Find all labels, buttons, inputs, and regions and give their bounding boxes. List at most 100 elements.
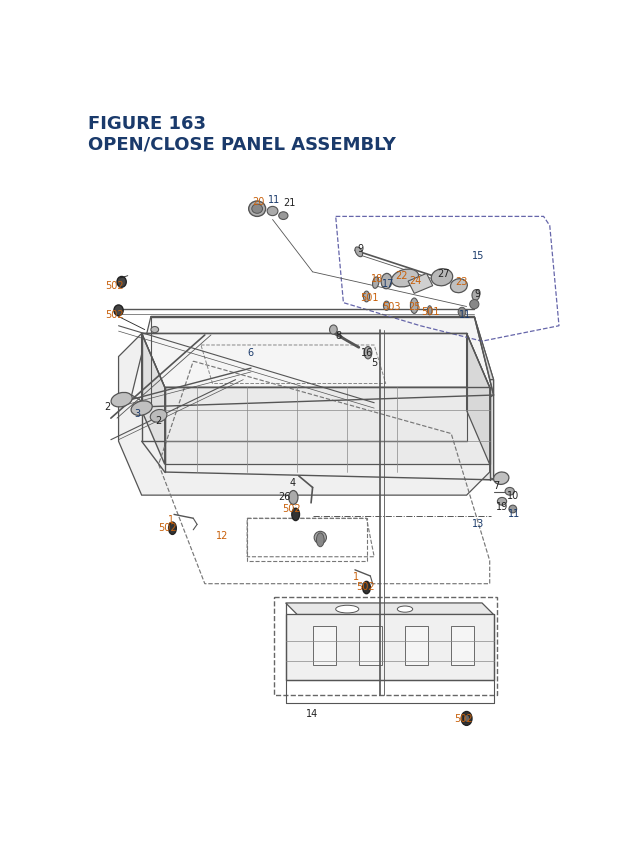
Text: 20: 20	[253, 196, 265, 207]
Ellipse shape	[505, 488, 515, 496]
Text: 502: 502	[282, 504, 300, 513]
Ellipse shape	[279, 213, 288, 220]
Text: 14: 14	[307, 708, 319, 718]
Circle shape	[314, 532, 326, 544]
Ellipse shape	[151, 327, 159, 333]
Polygon shape	[408, 274, 433, 294]
Text: 10: 10	[508, 490, 520, 500]
Ellipse shape	[392, 269, 419, 288]
Ellipse shape	[364, 347, 372, 359]
Polygon shape	[474, 317, 493, 480]
Text: 5: 5	[371, 357, 378, 367]
Text: 2: 2	[155, 416, 161, 425]
Ellipse shape	[336, 605, 359, 613]
Ellipse shape	[493, 473, 509, 485]
Ellipse shape	[372, 277, 379, 289]
Ellipse shape	[458, 308, 466, 317]
Ellipse shape	[111, 393, 132, 407]
Ellipse shape	[363, 582, 371, 594]
Text: 1: 1	[353, 571, 360, 581]
Text: 27: 27	[437, 269, 450, 279]
Ellipse shape	[330, 325, 337, 335]
Ellipse shape	[364, 292, 369, 302]
Text: 7: 7	[493, 480, 500, 490]
Ellipse shape	[451, 279, 467, 294]
Ellipse shape	[355, 248, 363, 257]
Polygon shape	[467, 334, 490, 465]
Ellipse shape	[397, 606, 413, 612]
Text: 1: 1	[168, 514, 174, 524]
Text: 502: 502	[105, 309, 124, 319]
Polygon shape	[151, 317, 493, 381]
Ellipse shape	[292, 509, 300, 521]
Text: 11: 11	[268, 195, 280, 205]
Text: 9: 9	[474, 288, 481, 299]
Text: 2: 2	[105, 402, 111, 412]
Ellipse shape	[497, 498, 507, 505]
Text: 4: 4	[289, 478, 296, 488]
Ellipse shape	[428, 307, 432, 316]
Polygon shape	[141, 334, 490, 388]
Text: FIGURE 163: FIGURE 163	[88, 115, 206, 133]
Polygon shape	[170, 381, 493, 480]
Text: 23: 23	[455, 276, 467, 287]
Ellipse shape	[509, 505, 516, 513]
Polygon shape	[164, 388, 490, 465]
Text: OPEN/CLOSE PANEL ASSEMBLY: OPEN/CLOSE PANEL ASSEMBLY	[88, 136, 396, 153]
Text: 12: 12	[216, 530, 228, 540]
Text: 502: 502	[159, 523, 177, 532]
Text: 19: 19	[496, 502, 508, 511]
Ellipse shape	[461, 712, 472, 726]
Text: 502: 502	[454, 713, 473, 723]
Ellipse shape	[381, 274, 392, 289]
Ellipse shape	[472, 290, 480, 301]
Text: 11: 11	[508, 509, 520, 518]
Ellipse shape	[168, 523, 176, 535]
Ellipse shape	[267, 208, 278, 216]
Text: 502: 502	[105, 280, 124, 290]
Ellipse shape	[289, 491, 298, 505]
Text: 3: 3	[134, 409, 140, 418]
Ellipse shape	[114, 306, 123, 316]
Ellipse shape	[249, 201, 266, 217]
Polygon shape	[285, 604, 493, 615]
Circle shape	[470, 300, 479, 309]
Text: 22: 22	[395, 271, 408, 281]
Text: 21: 21	[284, 198, 296, 208]
Text: 501: 501	[421, 307, 440, 316]
Ellipse shape	[463, 715, 470, 722]
Ellipse shape	[117, 277, 126, 288]
Text: 24: 24	[409, 276, 421, 286]
Text: 11: 11	[459, 309, 471, 319]
Text: 18: 18	[371, 273, 383, 283]
Text: 16: 16	[361, 348, 373, 358]
Text: 502: 502	[356, 582, 375, 592]
Text: 501: 501	[360, 293, 379, 302]
Polygon shape	[141, 334, 164, 465]
Bar	[451, 626, 474, 665]
Ellipse shape	[436, 276, 444, 285]
Text: 503: 503	[382, 301, 401, 312]
Ellipse shape	[131, 401, 152, 416]
Text: 13: 13	[472, 518, 484, 529]
Bar	[359, 626, 382, 665]
Polygon shape	[285, 615, 493, 680]
Text: 8: 8	[336, 331, 342, 340]
Ellipse shape	[150, 410, 167, 423]
Ellipse shape	[410, 299, 418, 314]
Text: 17: 17	[382, 279, 394, 288]
Ellipse shape	[383, 301, 390, 311]
Bar	[405, 626, 428, 665]
Text: 9: 9	[357, 244, 364, 254]
Ellipse shape	[431, 269, 452, 287]
Polygon shape	[118, 334, 490, 496]
Text: 6: 6	[247, 348, 253, 358]
Polygon shape	[151, 317, 170, 473]
Ellipse shape	[316, 533, 324, 547]
Ellipse shape	[252, 205, 262, 214]
Bar	[312, 626, 336, 665]
Text: 26: 26	[278, 492, 291, 502]
Polygon shape	[132, 317, 493, 407]
Text: 25: 25	[408, 301, 420, 312]
Text: 15: 15	[472, 251, 484, 261]
